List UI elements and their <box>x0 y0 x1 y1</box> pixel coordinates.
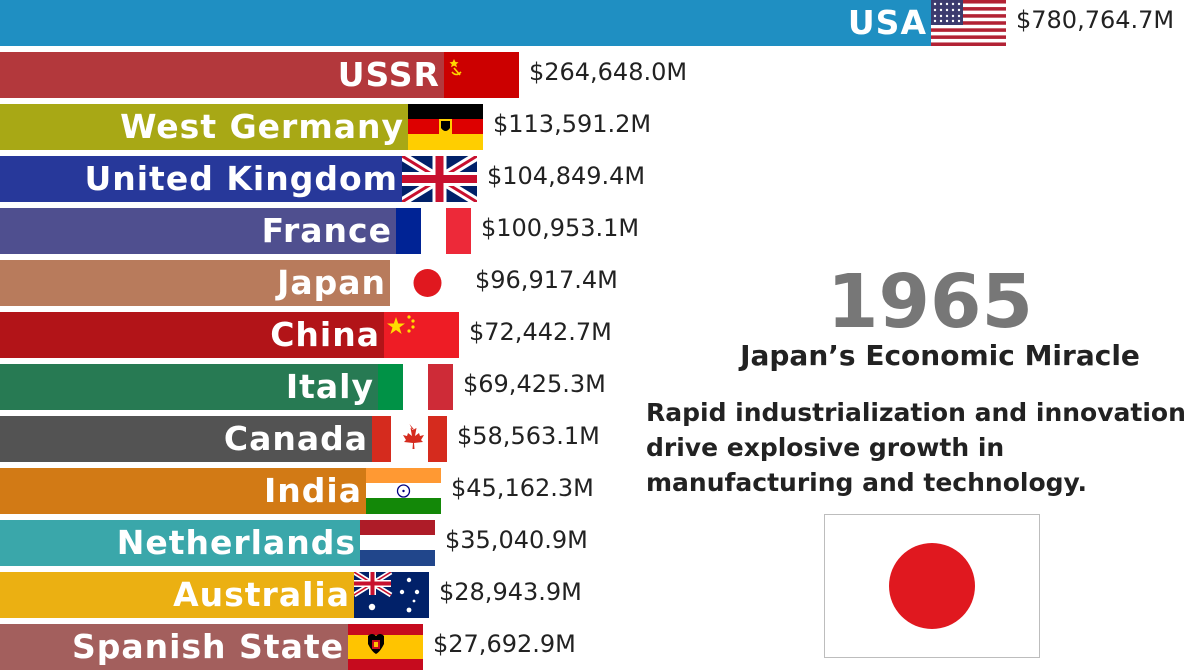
value-label-ussr: $264,648.0M <box>528 58 688 86</box>
united-kingdom-flag-icon <box>402 156 477 202</box>
bar-australia <box>0 572 354 618</box>
bar-label-west-germany: West Germany <box>120 107 404 146</box>
bar-usa <box>0 0 931 46</box>
china-flag-icon <box>384 312 459 358</box>
bar-label-italy: Italy <box>285 367 374 406</box>
bar-united-kingdom <box>0 156 402 202</box>
value-label-west-germany: $113,591.2M <box>493 110 652 138</box>
bar-label-japan: Japan <box>277 263 386 302</box>
bar-japan <box>0 260 390 306</box>
australia-flag-icon <box>354 572 429 618</box>
spanish-state-flag-icon <box>348 624 423 670</box>
bar-china <box>0 312 384 358</box>
value-label-canada: $58,563.1M <box>457 422 600 450</box>
bar-italy <box>0 364 378 410</box>
bar-spanish-state <box>0 624 348 670</box>
value-label-australia: $28,943.9M <box>439 578 582 606</box>
west-germany-flag-icon <box>408 104 483 150</box>
bar-label-united-kingdom: United Kingdom <box>84 159 398 198</box>
bar-label-india: India <box>264 471 362 510</box>
value-label-usa: $780,764.7M <box>1016 6 1175 34</box>
italy-flag-icon <box>378 364 453 410</box>
japan-flag-icon <box>390 260 465 306</box>
canada-flag-icon <box>372 416 447 462</box>
bar-label-spanish-state: Spanish State <box>71 627 344 666</box>
bar-ussr <box>0 52 444 98</box>
value-label-italy: $69,425.3M <box>463 370 606 398</box>
bar-france <box>0 208 396 254</box>
bar-label-usa: USA <box>847 3 927 42</box>
bar-label-canada: Canada <box>223 419 368 458</box>
value-label-united-kingdom: $104,849.4M <box>487 162 646 190</box>
bar-label-france: France <box>261 211 392 250</box>
bar-netherlands <box>0 520 360 566</box>
value-label-netherlands: $35,040.9M <box>445 526 588 554</box>
japan-flag-icon <box>825 515 1039 657</box>
value-label-china: $72,442.7M <box>469 318 612 346</box>
ussr-flag-icon <box>443 52 519 98</box>
value-label-france: $100,953.1M <box>481 214 640 242</box>
bar-label-china: China <box>270 315 380 354</box>
india-flag-icon <box>366 468 441 514</box>
usa-flag-icon <box>931 0 1006 46</box>
netherlands-flag-icon <box>360 520 435 566</box>
bar-west-germany <box>0 104 408 150</box>
value-label-spanish-state: $27,692.9M <box>433 630 576 658</box>
bar-label-ussr: USSR <box>337 55 440 94</box>
value-label-india: $45,162.3M <box>451 474 594 502</box>
event-description: Rapid industrialization and innovation d… <box>646 398 1186 497</box>
year-label: 1965 <box>827 259 1033 345</box>
bar-label-australia: Australia <box>173 575 350 614</box>
value-label-japan: $96,917.4M <box>475 266 618 294</box>
event-title: Japan’s Economic Miracle <box>740 339 1140 372</box>
event-japan-flag <box>824 514 1040 658</box>
bar-label-netherlands: Netherlands <box>116 523 356 562</box>
bar-canada <box>0 416 372 462</box>
bar-india <box>0 468 366 514</box>
france-flag-icon <box>396 208 471 254</box>
